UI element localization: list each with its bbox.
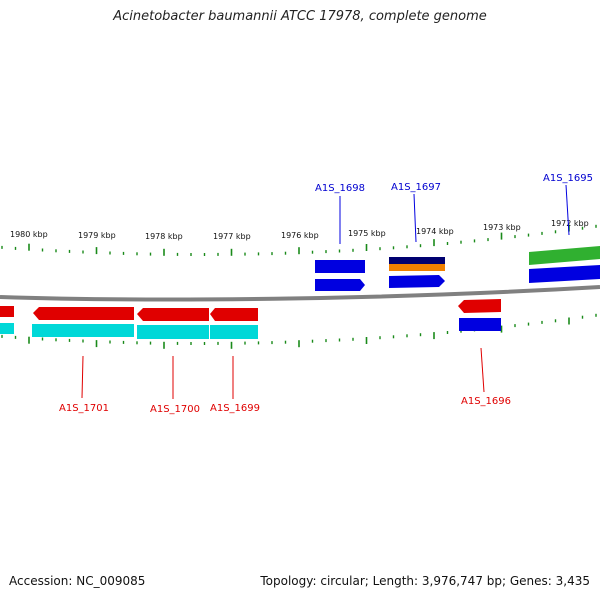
gene-label-a1s-1695[interactable]: A1S_1695: [543, 173, 593, 184]
cds-A1S-1701[interactable]: [33, 307, 134, 320]
scale-label-1973: 1973 kbp: [483, 223, 521, 232]
cds-A1S-1698[interactable]: [315, 279, 365, 291]
genome-backbone: [0, 285, 600, 302]
gene-label-a1s-1697[interactable]: A1S_1697: [391, 182, 441, 193]
gene-label-a1s-1700[interactable]: A1S_1700: [150, 404, 200, 415]
scale-label-1975: 1975 kbp: [348, 229, 386, 238]
scale-label-1977: 1977 kbp: [213, 232, 251, 241]
gene-label-a1s-1698[interactable]: A1S_1698: [315, 183, 365, 194]
cds-A1S-1696[interactable]: [458, 299, 501, 313]
scale-label-1978: 1978 kbp: [145, 232, 183, 241]
genome-summary-text: Topology: circular; Length: 3,976,747 bp…: [260, 574, 590, 588]
scale-label-1974: 1974 kbp: [416, 227, 454, 236]
scale-label-1972: 1972 kbp: [551, 219, 589, 228]
gene-feature-orange[interactable]: [389, 264, 445, 271]
gene-label-a1s-1696[interactable]: A1S_1696: [461, 396, 511, 407]
gene-A1S-1701[interactable]: [32, 324, 134, 337]
scale-label-1976: 1976 kbp: [281, 231, 319, 240]
gene-A1S-1700[interactable]: [137, 325, 209, 339]
gene-feature-blue[interactable]: [459, 318, 501, 331]
gene-feature[interactable]: [315, 260, 365, 273]
gene-A1S-1695[interactable]: [529, 246, 600, 265]
scale-labels: 1980 kbp 1979 kbp 1978 kbp 1977 kbp 1976…: [10, 219, 589, 241]
cds-A1S-1699[interactable]: [210, 308, 258, 321]
cds-partial-left[interactable]: [0, 306, 14, 317]
map-title: Acinetobacter baumannii ATCC 17978, comp…: [113, 9, 487, 24]
accession-text: Accession: NC_009085: [9, 574, 146, 588]
gene-label-a1s-1699[interactable]: A1S_1699: [210, 403, 260, 414]
forward-genes: [315, 246, 600, 291]
gene-label-a1s-1701[interactable]: A1S_1701: [59, 403, 109, 414]
scale-ticks-outer: [1, 224, 597, 256]
gene-partial-left[interactable]: [0, 323, 14, 334]
gene-A1S-1699[interactable]: [210, 325, 258, 339]
cds-A1S-1695[interactable]: [529, 265, 600, 283]
scale-label-1979: 1979 kbp: [78, 231, 116, 240]
gene-feature-dark[interactable]: [389, 257, 445, 264]
label-leaders: [81, 184, 570, 399]
cds-A1S-1697[interactable]: [389, 275, 445, 288]
reverse-genes: [0, 299, 501, 339]
gene-labels: A1S_1698 A1S_1697 A1S_1695 A1S_1701 A1S_…: [59, 173, 593, 415]
scale-label-1980: 1980 kbp: [10, 230, 48, 239]
cds-A1S-1700[interactable]: [137, 308, 209, 321]
